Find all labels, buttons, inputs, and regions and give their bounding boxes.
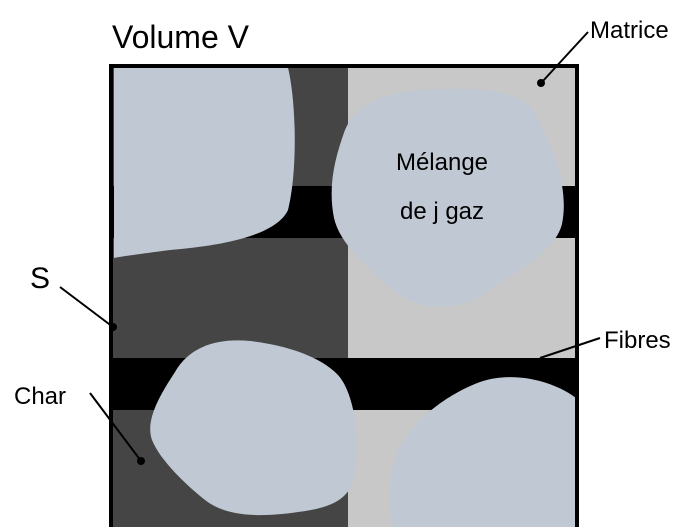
- gas-pore-mixture: [331, 88, 564, 307]
- char-label: Char: [14, 383, 66, 410]
- mixture-label-line-2: de j gaz: [400, 198, 484, 225]
- mixture-label-line-1: Mélange: [396, 149, 488, 176]
- char-leader-line: [89, 392, 142, 462]
- gas-pore-bottom-left: [150, 340, 357, 516]
- gas-pore-bottom-right: [389, 377, 576, 527]
- fibers-label: Fibres: [604, 327, 671, 354]
- matrix-label: Matrice: [590, 17, 669, 44]
- surface-leader-line: [59, 286, 114, 328]
- fibers-leader-line: [539, 337, 601, 359]
- matrix-anchor-dot: [537, 79, 545, 87]
- gas-pore-top-left: [114, 68, 295, 258]
- volume-label: Volume V: [112, 19, 250, 55]
- surface-label: S: [30, 262, 50, 295]
- char-anchor-dot: [137, 457, 145, 465]
- volume-border: [109, 64, 579, 527]
- matrix-leader-line: [541, 31, 589, 83]
- surface-anchor-dot: [109, 323, 117, 331]
